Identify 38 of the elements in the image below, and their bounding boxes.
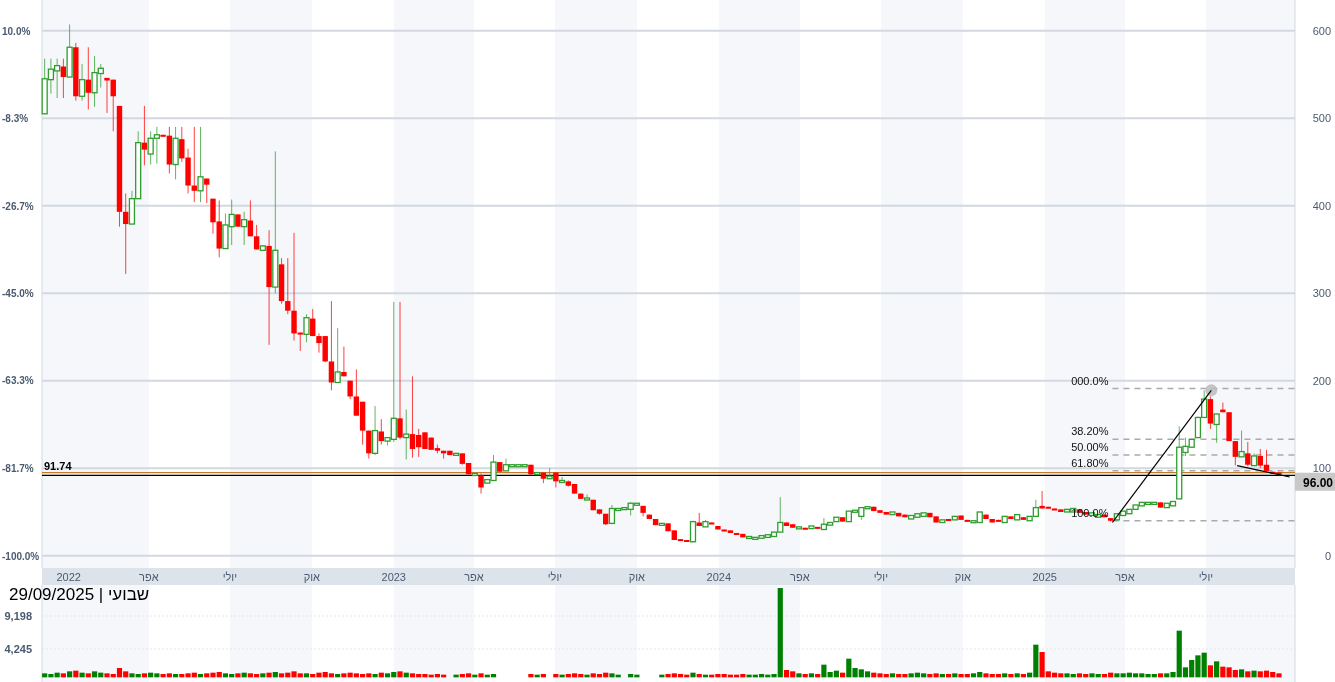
y2-tick-label: 10.0% [2,25,31,37]
y-tick-label: 9,198 [4,610,32,623]
y2-tick-label: -81.7% [2,463,34,475]
x-tick-label: אוק [628,571,646,583]
x-tick-label: 2023 [381,571,407,583]
x-tick-label: אוק [303,571,321,583]
y2-tick-label: -8.3% [2,112,29,124]
x-tick-label: 2024 [706,571,732,583]
annotation: 50.00% [1071,441,1109,454]
x-tick-label: יולי [873,571,889,583]
x-tick-label: אפר [1115,571,1135,583]
annotation: 61.80% [1071,456,1109,469]
x-tick-label: אפר [464,571,484,583]
y-tick-label: 300 [1312,287,1331,300]
y-tick-label: 0 [1324,549,1331,562]
y-tick-label: 600 [1312,24,1331,37]
y2-tick-label: -26.7% [2,200,34,212]
annotation: 000.0% [1071,374,1109,387]
x-tick-label: 2025 [1032,571,1057,583]
y-tick-label: 200 [1312,374,1331,387]
x-tick-label: אוק [954,571,972,583]
ref-line-label: 91.74 [44,460,73,473]
y-tick-label: 100 [1312,462,1331,475]
annotation: 96.00 [1302,475,1334,490]
y2-tick-label: -45.0% [2,288,34,300]
x-tick-label: 2022 [56,571,81,583]
x-tick-label: יולי [222,571,238,583]
annotation: שבועי | 29/09/2025 [9,585,150,604]
y-tick-label: 400 [1312,199,1331,212]
x-tick-label: אפר [790,571,810,583]
y2-tick-label: -100.0% [2,550,40,562]
y-tick-label: 4,245 [4,643,32,656]
annotation: 38.20% [1071,425,1109,438]
x-tick-label: אפר [139,571,159,583]
x-tick-label: יולי [1198,571,1214,583]
x-tick-label: יולי [547,571,563,583]
y2-tick-label: -63.3% [2,375,34,387]
y-tick-label: 500 [1312,112,1331,125]
